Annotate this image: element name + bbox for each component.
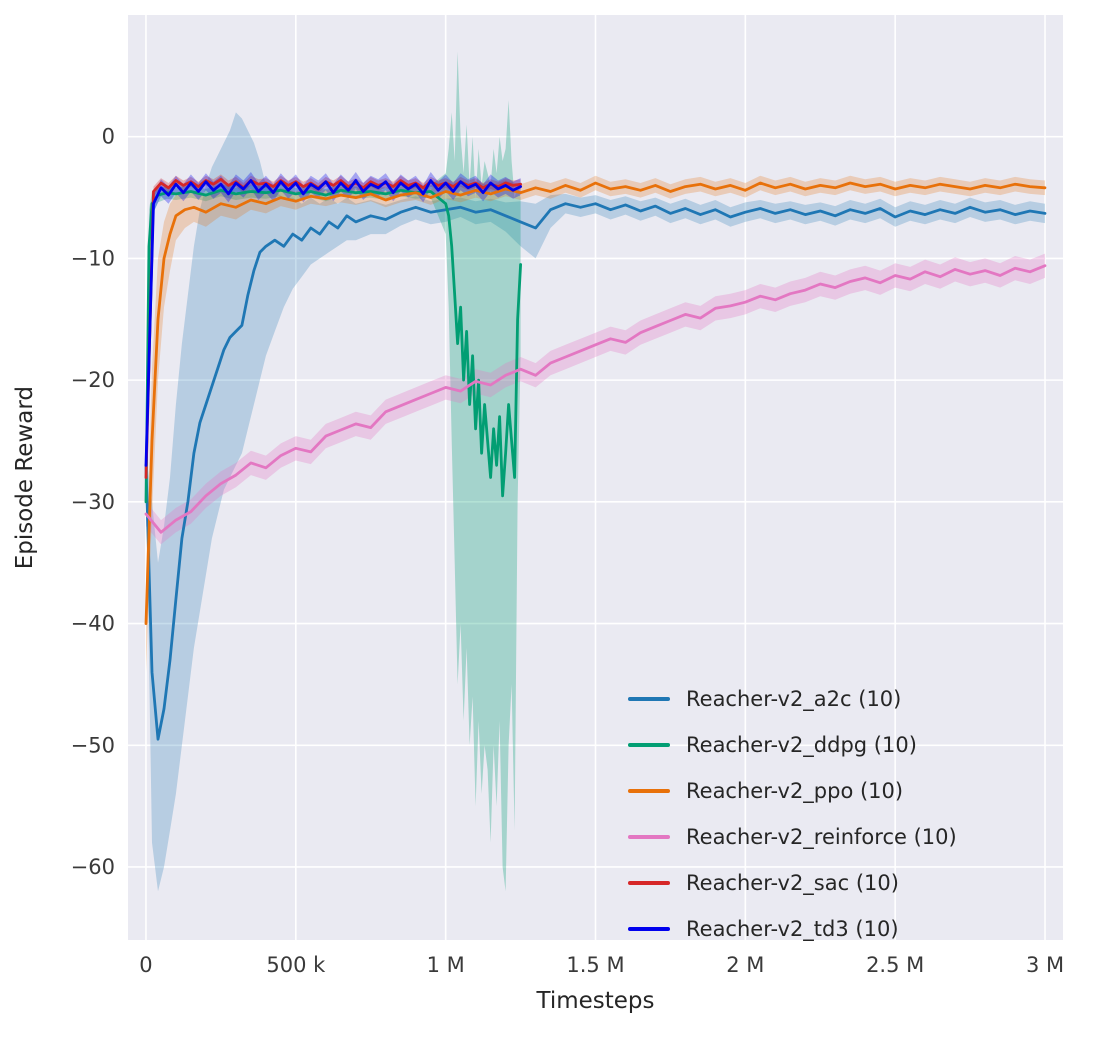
legend-label-ppo: Reacher-v2_ppo (10): [686, 779, 904, 803]
y-tick-label: −60: [71, 855, 115, 879]
legend-label-a2c: Reacher-v2_a2c (10): [686, 687, 902, 711]
y-tick-label: −50: [71, 733, 115, 757]
legend-item-ddpg: Reacher-v2_ddpg (10): [628, 722, 957, 768]
y-tick-label: −40: [71, 612, 115, 636]
legend-swatch-sac: [628, 881, 670, 885]
legend-swatch-td3: [628, 927, 670, 931]
legend: Reacher-v2_a2c (10) Reacher-v2_ddpg (10)…: [628, 676, 957, 952]
confidence-band-a2c: [146, 112, 1045, 892]
series-layer: [144, 51, 1047, 892]
legend-item-td3: Reacher-v2_td3 (10): [628, 906, 957, 952]
y-tick-label: 0: [102, 125, 115, 149]
x-tick-label: 1 M: [427, 953, 465, 977]
x-tick-label: 2.5 M: [866, 953, 924, 977]
x-tick-label: 0: [139, 953, 152, 977]
x-axis-label: Timesteps: [536, 988, 655, 1014]
y-axis-label: Episode Reward: [12, 385, 38, 570]
line-td3: [144, 179, 522, 467]
legend-swatch-ddpg: [628, 743, 670, 747]
legend-swatch-ppo: [628, 789, 670, 793]
legend-item-ppo: Reacher-v2_ppo (10): [628, 768, 957, 814]
x-tick-label: 1.5 M: [566, 953, 624, 977]
legend-label-sac: Reacher-v2_sac (10): [686, 871, 899, 895]
legend-label-ddpg: Reacher-v2_ddpg (10): [686, 733, 917, 757]
legend-swatch-a2c: [628, 697, 670, 701]
x-tick-label: 500 k: [266, 953, 326, 977]
line-reinforce: [144, 264, 1047, 534]
legend-label-td3: Reacher-v2_td3 (10): [686, 917, 899, 941]
legend-swatch-reinforce: [628, 835, 670, 839]
x-tick-label: 3 M: [1026, 953, 1064, 977]
legend-item-a2c: Reacher-v2_a2c (10): [628, 676, 957, 722]
legend-item-reinforce: Reacher-v2_reinforce (10): [628, 814, 957, 860]
x-tick-label: 2 M: [726, 953, 764, 977]
line-ppo: [144, 181, 1047, 625]
y-tick-label: −10: [71, 246, 115, 270]
y-tick-label: −30: [71, 490, 115, 514]
y-axis-label-wrap: Episode Reward: [12, 15, 38, 940]
line-a2c: [144, 202, 1047, 741]
legend-item-sac: Reacher-v2_sac (10): [628, 860, 957, 906]
legend-label-reinforce: Reacher-v2_reinforce (10): [686, 825, 957, 849]
y-tick-label: −20: [71, 368, 115, 392]
line-ddpg: [144, 188, 522, 504]
